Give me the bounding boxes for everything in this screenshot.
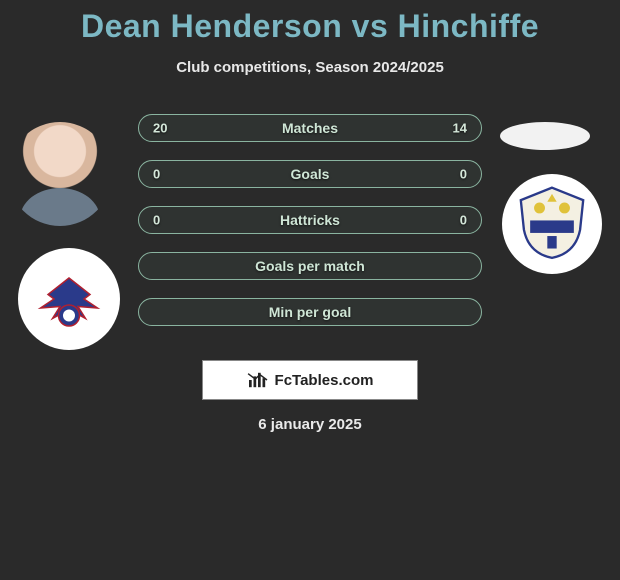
stat-row-goals: 0 Goals 0 (138, 160, 482, 188)
stat-label: Goals per match (255, 258, 365, 274)
stat-label: Hattricks (280, 212, 340, 228)
stat-right-value: 0 (460, 167, 467, 182)
stat-row-goals-per-match: Goals per match (138, 252, 482, 280)
stat-row-matches: 20 Matches 14 (138, 114, 482, 142)
comparison-card: Dean Henderson vs Hinchiffe Club competi… (0, 0, 620, 433)
player-avatar-left (8, 122, 112, 226)
player-avatar-right (500, 122, 590, 150)
compare-area: 20 Matches 14 0 Goals 0 0 Hattricks 0 Go… (0, 104, 620, 354)
stat-label: Min per goal (269, 304, 351, 320)
eagle-icon (30, 269, 108, 329)
stat-right-value: 14 (453, 121, 467, 136)
branding-text: FcTables.com (275, 372, 374, 389)
stat-row-min-per-goal: Min per goal (138, 298, 482, 326)
page-subtitle: Club competitions, Season 2024/2025 (0, 59, 620, 76)
club-badge-left (18, 248, 120, 350)
bar-chart-icon (247, 371, 269, 389)
stat-left-value: 0 (153, 213, 160, 228)
footer-date: 6 january 2025 (0, 416, 620, 433)
crest-icon (513, 183, 591, 266)
stat-right-value: 0 (460, 213, 467, 228)
stat-left-value: 0 (153, 167, 160, 182)
stat-left-value: 20 (153, 121, 167, 136)
stat-rows: 20 Matches 14 0 Goals 0 0 Hattricks 0 Go… (138, 114, 482, 326)
club-badge-right (502, 174, 602, 274)
stat-row-hattricks: 0 Hattricks 0 (138, 206, 482, 234)
stat-label: Goals (291, 166, 330, 182)
branding-badge[interactable]: FcTables.com (202, 360, 418, 400)
stat-label: Matches (282, 120, 338, 136)
page-title: Dean Henderson vs Hinchiffe (0, 8, 620, 45)
